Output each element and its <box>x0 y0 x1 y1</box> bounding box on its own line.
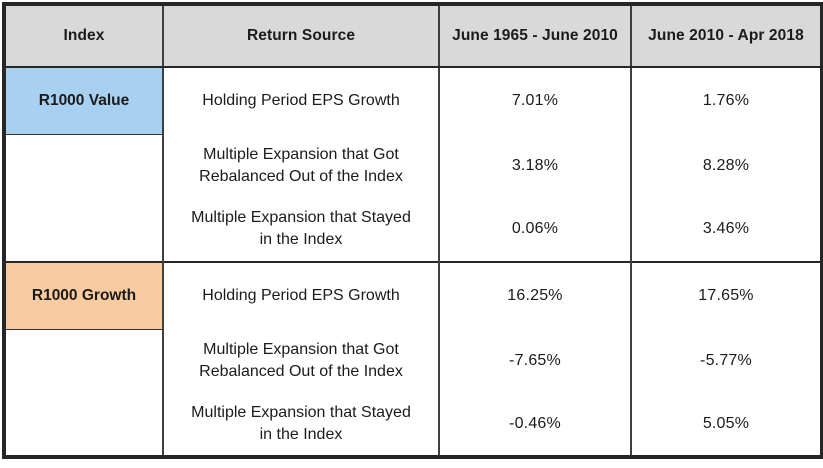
column-header-period-2: June 2010 - Apr 2018 <box>630 4 823 68</box>
index-spacer-cell <box>3 329 164 457</box>
index-cell-r1000-value: R1000 Value <box>3 67 164 135</box>
value-cell-period-1: 7.01% <box>438 67 632 135</box>
value-cell-period-1: -7.65% <box>438 329 632 392</box>
column-header-return-source: Return Source <box>162 4 440 68</box>
value-cell-period-2: 5.05% <box>630 392 823 457</box>
table-row: Multiple Expansion that Got Rebalanced O… <box>3 329 823 457</box>
value-cell-period-2: 8.28% <box>630 134 823 198</box>
value-cell-period-1: 3.18% <box>438 134 632 198</box>
value-cell-period-1: 0.06% <box>438 197 632 262</box>
table-row: Multiple Expansion that Got Rebalanced O… <box>3 134 823 262</box>
header-row: Index Return Source June 1965 - June 201… <box>3 4 823 68</box>
return-source-cell: Multiple Expansion that Got Rebalanced O… <box>162 134 440 198</box>
table-row: R1000 Value Holding Period EPS Growth 7.… <box>3 67 823 135</box>
column-header-index: Index <box>3 4 164 68</box>
value-cell-period-2: 3.46% <box>630 197 823 262</box>
value-cell-period-1: -0.46% <box>438 392 632 457</box>
return-source-cell: Holding Period EPS Growth <box>162 67 440 135</box>
return-source-cell: Holding Period EPS Growth <box>162 260 440 329</box>
return-source-label: Multiple Expansion that Got Rebalanced O… <box>199 340 403 380</box>
value-cell-period-2: 17.65% <box>630 260 823 329</box>
return-source-label: Multiple Expansion that Stayed in the In… <box>191 209 411 248</box>
table-row: Multiple Expansion that Stayed in the In… <box>4 392 823 457</box>
value-cell-period-2: 1.76% <box>630 67 823 135</box>
return-source-cell: Multiple Expansion that Stayed in the In… <box>162 392 440 457</box>
index-cell-r1000-growth: R1000 Growth <box>3 260 164 330</box>
table-row: R1000 Growth Holding Period EPS Growth 1… <box>3 260 823 330</box>
eps-decomposition-table: Index Return Source June 1965 - June 201… <box>2 2 823 459</box>
table-row: Multiple Expansion that Stayed in the In… <box>4 197 823 262</box>
index-spacer-cell <box>3 134 164 262</box>
return-source-cell: Multiple Expansion that Stayed in the In… <box>162 197 440 262</box>
value-cell-period-2: -5.77% <box>630 329 823 392</box>
return-source-label: Holding Period EPS Growth <box>202 286 400 304</box>
return-source-label: Multiple Expansion that Stayed in the In… <box>191 403 411 443</box>
return-source-cell: Multiple Expansion that Got Rebalanced O… <box>162 329 440 392</box>
return-source-label: Holding Period EPS Growth <box>202 92 400 110</box>
column-header-period-1: June 1965 - June 2010 <box>438 4 632 68</box>
return-source-label: Multiple Expansion that Got Rebalanced O… <box>199 146 403 185</box>
value-cell-period-1: 16.25% <box>438 260 632 329</box>
